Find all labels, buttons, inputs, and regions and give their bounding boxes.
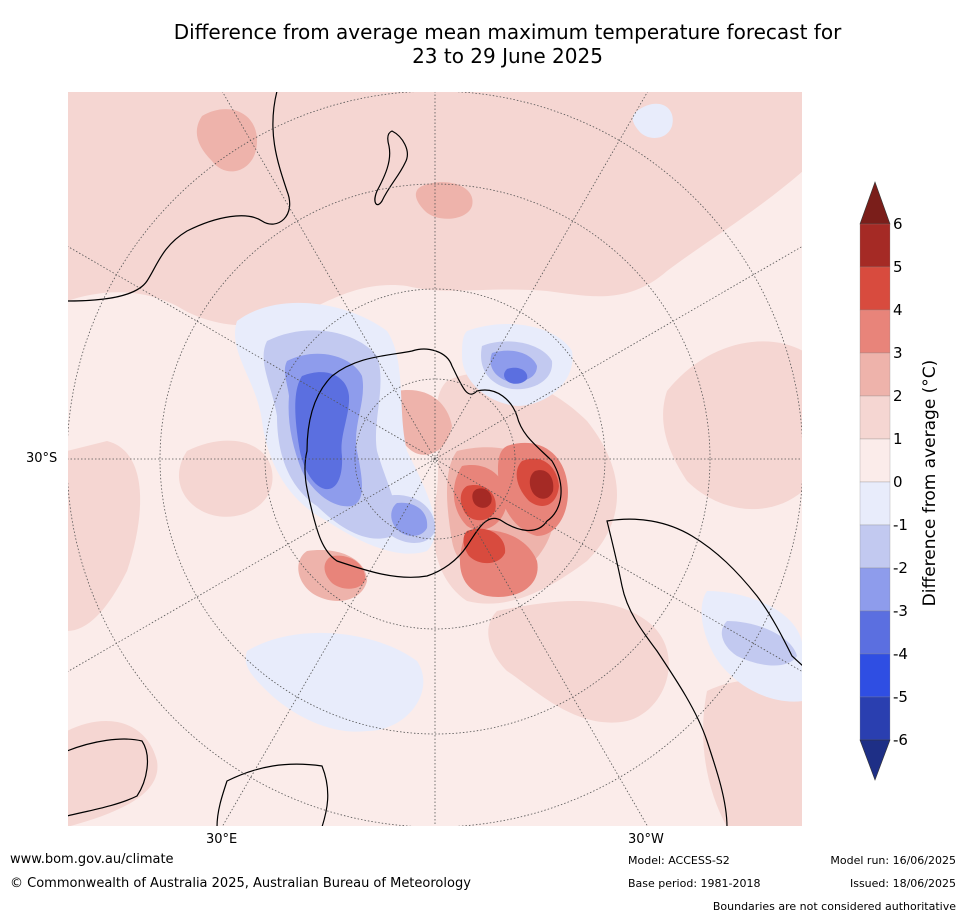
colorbar-level — [859, 395, 891, 440]
colorbar-tick-label: -3 — [893, 602, 908, 620]
colorbar-level — [859, 481, 891, 526]
footer-disclaimer: Boundaries are not considered authoritat… — [712, 900, 956, 913]
colorbar-tick-label: -1 — [893, 516, 908, 534]
colorbar-tick-label: 0 — [893, 473, 903, 491]
map-border — [67, 91, 803, 827]
colorbar-level — [859, 610, 891, 655]
temperature-anomaly-map — [67, 91, 803, 827]
colorbar-tick-label: 2 — [893, 387, 903, 405]
colorbar-tick-label: -2 — [893, 559, 908, 577]
colorbar-levels — [859, 223, 891, 741]
colorbar-level — [859, 653, 891, 698]
colorbar-tick-label: -4 — [893, 645, 908, 663]
colorbar-level — [859, 438, 891, 483]
colorbar-level — [859, 266, 891, 311]
colorbar-level — [859, 696, 891, 741]
footer-model: Model: ACCESS-S2 — [628, 854, 730, 867]
colorbar-extend-top — [859, 181, 891, 225]
footer-base-period: Base period: 1981-2018 — [628, 877, 761, 890]
australia-coastline — [67, 91, 291, 302]
colorbar-level — [859, 524, 891, 569]
colorbar-level — [859, 352, 891, 397]
africa-coastline — [67, 738, 149, 817]
colorbar: 6 5 4 3 2 1 0 -1 -2 -3 -4 -5 -6 — [855, 180, 965, 785]
colorbar-swatches — [859, 181, 891, 781]
anomaly-5-6-regions — [472, 470, 554, 508]
colorbar-tick-label: 3 — [893, 344, 903, 362]
africa-south-coastline — [216, 763, 329, 827]
colorbar-tick-label: 4 — [893, 301, 903, 319]
colorbar-tick-label: 5 — [893, 258, 903, 276]
lat-label-30s: 30°S — [26, 451, 58, 466]
footer-copyright: © Commonwealth of Australia 2025, Austra… — [10, 876, 471, 891]
colorbar-tick-label: 6 — [893, 215, 903, 233]
colorbar-level — [859, 567, 891, 612]
new-zealand-coastline — [374, 130, 408, 206]
title-line-2: 23 to 29 June 2025 — [412, 44, 603, 68]
colorbar-extend-bottom — [859, 739, 891, 781]
colorbar-tick-label: -5 — [893, 688, 908, 706]
footer-issued: Issued: 18/06/2025 — [849, 877, 956, 890]
colorbar-tick-label: -6 — [893, 731, 908, 749]
title-line-1: Difference from average mean maximum tem… — [173, 20, 842, 44]
graticule — [67, 91, 803, 827]
footer-website[interactable]: www.bom.gov.au/climate — [10, 852, 174, 867]
footer-model-run: Model run: 16/06/2025 — [830, 854, 956, 867]
map-panel — [67, 91, 803, 827]
colorbar-title: Difference from average (°C) — [920, 359, 940, 607]
antarctica-coastline — [304, 348, 562, 578]
lon-label-30w: 30°W — [628, 832, 664, 847]
colorbar-level — [859, 223, 891, 268]
lon-label-30e: 30°E — [206, 832, 238, 847]
colorbar-tick-label: 1 — [893, 430, 903, 448]
colorbar-level — [859, 309, 891, 354]
anomaly-neg-3-4-regions — [295, 367, 528, 490]
south-america-coastline — [606, 518, 803, 827]
map-title: Difference from average mean maximum tem… — [60, 20, 955, 68]
